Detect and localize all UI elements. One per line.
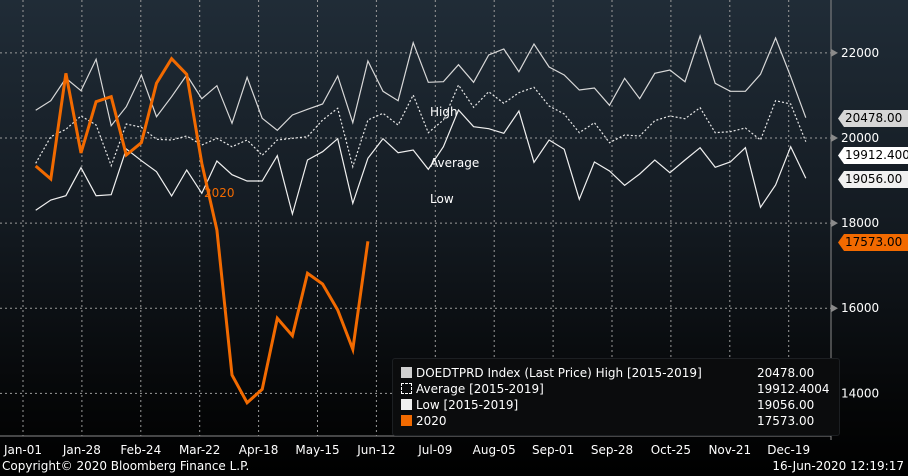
x-tick-label: Oct-25 [651,443,691,457]
y-tick-mark [831,304,838,313]
series-line-low [35,108,807,217]
y-ticks: 22000 20000 18000 16000 14000 [831,46,879,400]
x-tick-label: Dec-19 [767,443,810,457]
x-tick-label: Sep-28 [591,443,633,457]
legend-label: DOEDTPRD Index (Last Price) High [2015-2… [416,366,702,380]
legend-swatch-2020 [401,415,412,426]
legend-value: 19056.00 [757,398,815,412]
legend-value: 20478.00 [757,366,815,380]
legend-item-average: Average [2015-2019] [401,381,544,398]
timestamp: 16-Jun-2020 12:19:17 [772,459,904,473]
x-tick-label: Jun-12 [356,443,395,457]
y-tick-label: 22000 [841,46,879,60]
legend-item-low: Low [2015-2019] [401,397,518,414]
x-tick-label: Sep-01 [532,443,574,457]
value-tag-high: 20478.00 [838,110,908,127]
y-tick-label: 14000 [841,386,879,400]
x-tick-label: May-15 [295,443,339,457]
x-tick-label: Nov-21 [708,443,751,457]
series-line-average [35,83,807,169]
legend-item-2020: 2020 [401,413,447,430]
x-tick-label: Feb-24 [120,443,161,457]
x-tick-label: Aug-05 [473,443,516,457]
x-tick-label: Jan-28 [62,443,101,457]
legend-label: Low [2015-2019] [416,398,519,412]
legend: DOEDTPRD Index (Last Price) High [2015-2… [392,358,840,436]
annotation-average: Average [430,156,479,170]
legend-swatch-average [401,383,412,394]
legend-value: 17573.00 [757,414,815,428]
x-tick-label: Mar-22 [179,443,220,457]
legend-item-high: DOEDTPRD Index (Last Price) High [2015-2… [401,365,702,382]
copyright: Copyright© 2020 Bloomberg Finance L.P. [2,459,250,473]
legend-swatch-high [401,367,412,378]
annotation-low: Low [430,192,454,206]
y-tick-mark [831,134,838,142]
y-tick-mark [831,48,838,57]
value-tag-2020: 17573.00 [838,234,908,251]
x-ticks: Jan-01 Jan-28 Feb-24 Mar-22 Apr-18 May-15 Jun-… [3,443,810,457]
annotation-high: High [430,105,458,119]
series-group [34,34,807,406]
y-tick-label: 16000 [841,301,879,315]
x-tick-label: Jul-09 [417,443,452,457]
legend-label: Average [2015-2019] [416,382,544,396]
y-tick-mark [831,219,838,228]
legend-swatch-low [401,399,412,410]
legend-value: 19912.4004 [757,382,830,396]
series-line-high [35,34,807,132]
legend-label: 2020 [416,414,447,428]
x-tick-label: Apr-18 [239,443,279,457]
y-tick-label: 20000 [841,131,879,145]
x-tick-label: Jan-01 [3,443,42,457]
value-tag-low: 19056.00 [838,171,908,188]
y-tick-label: 18000 [841,216,879,230]
series-line-2020 [34,56,370,406]
annotation-2020: 2020 [204,186,235,200]
value-tag-average: 19912.4004 [838,147,908,164]
